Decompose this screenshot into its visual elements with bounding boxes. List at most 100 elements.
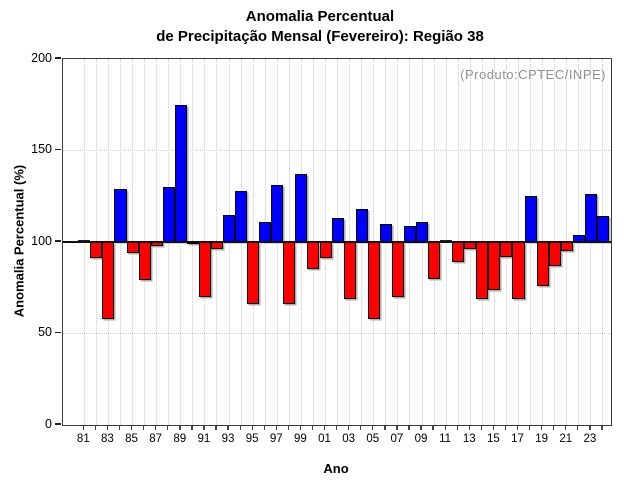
x-tick-2010 (432, 425, 434, 431)
x-tick-label-13: 13 (462, 433, 476, 445)
bar-1996 (259, 221, 272, 242)
bar-1999 (295, 174, 308, 242)
bar-1982 (90, 242, 103, 259)
bar-2018 (524, 196, 537, 242)
x-tick-1994 (239, 425, 241, 431)
x-tick-label-91: 91 (197, 433, 211, 445)
x-tick-label-95: 95 (245, 433, 259, 445)
x-tick-1998 (287, 425, 290, 431)
source-annotation: (Produto:CPTEC/INPE) (460, 67, 606, 82)
bar-2016 (500, 242, 513, 257)
x-tick-1989 (179, 425, 181, 431)
x-tick-1990 (191, 425, 193, 431)
bar-2007 (391, 242, 404, 297)
x-tick-label-15: 15 (486, 433, 500, 445)
bar-2013 (464, 242, 477, 250)
y-tick-0 (55, 423, 61, 425)
gridline-h-50 (63, 333, 611, 334)
bar-1992 (210, 242, 223, 250)
y-tick-label-150: 150 (31, 142, 52, 156)
bar-2009 (415, 221, 429, 242)
x-tick-1993 (227, 425, 229, 431)
bar-1986 (138, 242, 151, 281)
x-tick-1997 (275, 425, 277, 431)
bar-1981 (78, 239, 91, 243)
bar-2012 (452, 242, 465, 263)
bar-2006 (379, 223, 392, 242)
y-tick-label-50: 50 (38, 325, 52, 339)
y-tick-label-200: 200 (31, 50, 52, 65)
x-tick-1992 (215, 425, 217, 431)
bar-1997 (271, 185, 284, 242)
y-tick-label-100: 100 (31, 233, 52, 248)
bar-2010 (428, 242, 441, 279)
x-tick-2006 (384, 425, 386, 431)
x-tick-1995 (251, 425, 253, 431)
y-tick-150 (55, 148, 61, 151)
x-tick-2019 (541, 425, 543, 431)
bar-1995 (247, 242, 260, 305)
x-tick-2011 (444, 425, 446, 431)
bar-1984 (114, 188, 127, 242)
bar-1988 (162, 187, 175, 242)
bar-1983 (102, 242, 115, 319)
x-tick-label-93: 93 (221, 433, 235, 445)
x-tick-1991 (203, 425, 205, 431)
x-tick-1996 (263, 425, 265, 431)
x-tick-2018 (528, 425, 531, 431)
bar-2001 (319, 242, 332, 259)
y-tick-100 (55, 240, 61, 242)
bar-1993 (223, 214, 236, 242)
x-tick-1982 (94, 425, 97, 431)
x-tick-2003 (348, 425, 350, 431)
x-tick-2009 (420, 425, 422, 431)
bar-1994 (235, 190, 248, 242)
y-tick-200 (55, 57, 61, 59)
x-tick-label-21: 21 (559, 433, 573, 445)
x-tick-2021 (565, 425, 567, 431)
x-tick-2017 (516, 425, 519, 431)
x-tick-2001 (323, 425, 326, 431)
x-tick-label-09: 09 (414, 433, 428, 445)
bar-2005 (367, 242, 380, 319)
x-tick-1987 (155, 425, 157, 431)
x-tick-2022 (577, 425, 579, 431)
x-tick-label-85: 85 (125, 433, 138, 445)
bar-2000 (307, 242, 320, 270)
x-tick-label-97: 97 (269, 433, 283, 445)
x-tick-label-89: 89 (173, 433, 187, 445)
bar-2024 (596, 216, 609, 242)
x-tick-label-17: 17 (511, 433, 524, 445)
chart-title: Anomalia Percentual de Precipitação Mens… (0, 7, 640, 47)
x-tick-label-01: 01 (318, 433, 331, 445)
chart-title-line1: Anomalia Percentual (245, 8, 395, 25)
x-tick-label-03: 03 (342, 433, 356, 445)
x-tick-2024 (601, 425, 603, 431)
x-tick-label-05: 05 (366, 433, 380, 445)
x-tick-1999 (299, 425, 302, 431)
bar-1989 (174, 104, 187, 242)
bar-2014 (476, 242, 489, 299)
x-tick-2007 (396, 425, 398, 431)
x-tick-2005 (372, 425, 374, 431)
bar-2021 (560, 242, 573, 252)
x-tick-label-23: 23 (583, 433, 597, 445)
x-tick-label-19: 19 (535, 433, 548, 445)
x-tick-2016 (504, 425, 507, 431)
bar-2003 (343, 242, 356, 299)
gridline-h-150 (63, 150, 611, 151)
x-tick-2013 (468, 425, 470, 431)
x-tick-label-87: 87 (149, 433, 163, 445)
x-tick-2014 (480, 425, 482, 431)
x-tick-label-11: 11 (439, 433, 452, 445)
x-tick-2023 (589, 425, 591, 431)
bar-2002 (331, 218, 344, 242)
x-tick-2020 (553, 425, 555, 431)
x-axis-title: Ano (323, 461, 349, 476)
bar-2015 (488, 242, 501, 290)
bar-2017 (512, 242, 525, 299)
bar-1991 (198, 242, 211, 297)
bar-2004 (355, 209, 368, 242)
x-tick-label-99: 99 (294, 433, 307, 445)
